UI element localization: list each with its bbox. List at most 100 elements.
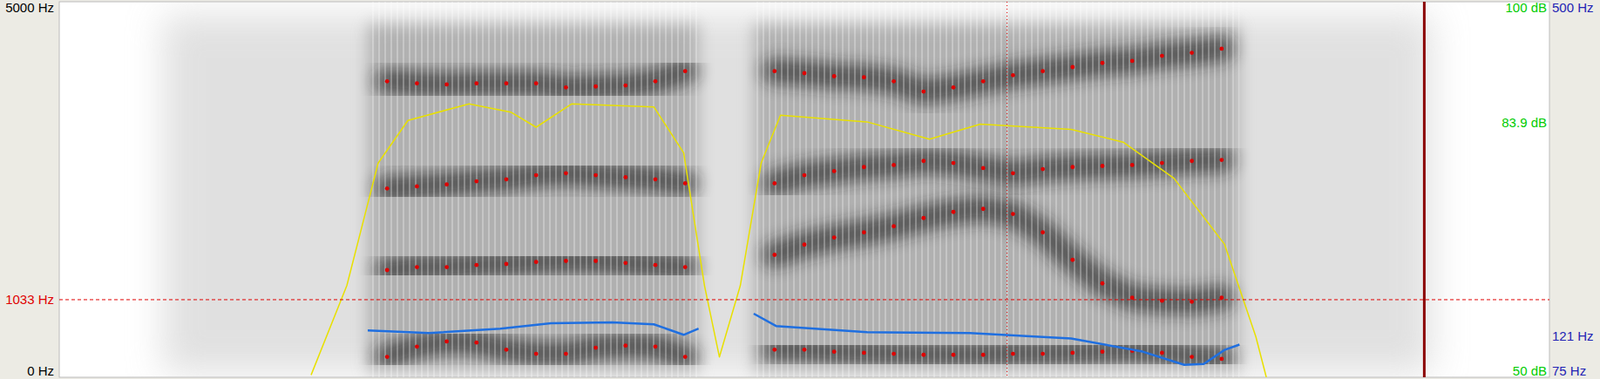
spectrogram-texture [162, 1, 1432, 378]
formant-point [593, 258, 598, 264]
formant-point [1130, 295, 1135, 300]
formant-point [861, 74, 867, 80]
formant-point [981, 79, 986, 84]
formant-point [474, 179, 479, 184]
formant-point [504, 347, 509, 353]
formant-point [623, 175, 628, 180]
formant-point [891, 223, 896, 229]
formant-point [772, 347, 777, 353]
formant-point [802, 347, 807, 353]
formant-point [1010, 73, 1016, 78]
formant-point [951, 210, 956, 215]
formant-point [563, 258, 569, 264]
axis-label: 500 Hz [1552, 0, 1594, 15]
formant-point [385, 186, 390, 191]
formant-point [832, 235, 837, 240]
formant-point [683, 181, 688, 186]
axis-label: 100 dB [1505, 0, 1547, 15]
formant-point [1159, 54, 1165, 59]
formant-point [653, 176, 658, 182]
axis-label: 1033 Hz [5, 291, 55, 307]
formant-point [683, 354, 688, 360]
formant-point [1070, 65, 1075, 70]
formant-point [1040, 352, 1045, 357]
formant-point [623, 260, 628, 265]
formant-point [1100, 349, 1106, 354]
formant-point [385, 268, 390, 273]
formant-point [921, 352, 926, 358]
formant-point [504, 176, 509, 182]
axis-label: 50 dB [1512, 363, 1547, 379]
formant-point [534, 173, 539, 178]
formant-point [385, 354, 390, 360]
formant-point [414, 344, 420, 349]
formant-point [981, 206, 986, 211]
glottal-striations [753, 1, 1240, 378]
formant-point [653, 263, 658, 268]
formant-point [623, 343, 628, 348]
formant-point [1010, 170, 1016, 176]
axis-label: 5000 Hz [5, 0, 55, 15]
formant-point [802, 242, 807, 247]
formant-point [1159, 161, 1165, 166]
formant-point [414, 81, 420, 86]
formant-point [772, 181, 777, 186]
glottal-striations [367, 1, 699, 378]
formant-point [1219, 295, 1224, 300]
formant-point [921, 158, 926, 163]
spectrogram-chart: 0 Hz5000 Hz1033 Hz50 dB100 dB83.9 dB75 H… [0, 0, 1600, 379]
formant-point [921, 216, 926, 221]
formant-point [1219, 157, 1224, 163]
formant-point [534, 81, 539, 86]
formant-point [1100, 281, 1106, 286]
formant-point [1010, 211, 1016, 217]
formant-point [1040, 230, 1045, 235]
formant-point [653, 344, 658, 349]
formant-point [1219, 356, 1224, 361]
formant-point [832, 349, 837, 354]
formant-point [1070, 350, 1075, 355]
formant-point [1219, 46, 1224, 51]
axis-label: 83.9 dB [1501, 115, 1547, 130]
axis-label: 75 Hz [1552, 363, 1587, 379]
formant-point [444, 82, 449, 88]
formant-point [891, 352, 896, 357]
formant-point [981, 352, 986, 358]
formant-point [772, 252, 777, 258]
formant-point [921, 89, 926, 95]
formant-point [474, 340, 479, 346]
formant-point [802, 173, 807, 178]
formant-point [1040, 167, 1045, 172]
formant-point [861, 350, 867, 355]
formant-point [385, 79, 390, 84]
formant-point [414, 264, 420, 270]
formant-point [951, 161, 956, 166]
formant-point [593, 84, 598, 89]
formant-point [474, 263, 479, 268]
data-layer [311, 46, 1267, 378]
formant-point [653, 79, 658, 84]
formant-point [1100, 61, 1106, 66]
frequency-cursor [59, 298, 1550, 300]
formant-point [1130, 59, 1135, 64]
pitch-contour [367, 313, 1240, 366]
formant-point [891, 79, 896, 84]
formant-point [444, 182, 449, 187]
formant-point [1070, 257, 1075, 263]
formant-point [593, 345, 598, 351]
formant-point [1010, 352, 1016, 357]
formant-point [414, 184, 420, 190]
formant-point [1189, 50, 1194, 55]
formant-point [1070, 164, 1075, 170]
time-cursor [1423, 1, 1426, 378]
formant-point [1130, 162, 1135, 168]
formant-point [832, 169, 837, 174]
axis-label: 121 Hz [1552, 328, 1594, 344]
formant-point [1189, 299, 1194, 305]
formant-point [802, 71, 807, 76]
formant-point [563, 170, 569, 176]
formant-point [623, 83, 628, 89]
time-cursor [1006, 1, 1008, 378]
plot-area [59, 1, 1550, 378]
formant-point [563, 352, 569, 357]
